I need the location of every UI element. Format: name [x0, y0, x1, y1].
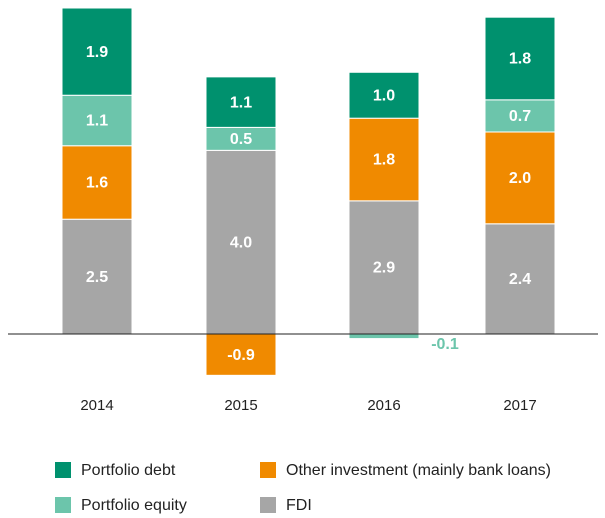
value-label: -0.1: [431, 336, 459, 353]
x-tick-label: 2016: [367, 397, 400, 414]
value-label: 1.8: [373, 152, 395, 169]
value-label: 2.9: [373, 260, 395, 277]
legend-swatch: [55, 462, 71, 478]
legend-swatch: [260, 462, 276, 478]
value-label: 2.0: [509, 170, 531, 187]
bar-segment: [205, 333, 277, 376]
value-label: 0.5: [230, 131, 252, 148]
value-label: 1.8: [509, 51, 531, 68]
legend-swatch: [260, 497, 276, 513]
legend-label: FDI: [286, 497, 312, 514]
x-tick-label: 2017: [503, 397, 536, 414]
bar-segment: [61, 145, 133, 220]
bar-segment: [348, 333, 420, 340]
bar-segment: [348, 117, 420, 202]
value-label: 1.9: [86, 44, 108, 61]
x-tick-label: 2014: [80, 397, 113, 414]
value-label: 0.7: [509, 108, 531, 125]
bar-segment: [348, 200, 420, 335]
value-label: 4.0: [230, 234, 252, 251]
legend-label: Portfolio equity: [81, 497, 187, 514]
bar-segment: [348, 71, 420, 119]
value-label: 2.4: [509, 271, 531, 288]
bar-segment: [205, 149, 277, 335]
legend-label: Portfolio debt: [81, 462, 176, 479]
legend-label: Other investment (mainly bank loans): [286, 462, 551, 479]
bar-segment: [484, 16, 556, 101]
value-label: 1.6: [86, 175, 108, 192]
x-tick-label: 2015: [224, 397, 257, 414]
value-label: 1.0: [373, 87, 395, 104]
bar-segment: [484, 99, 556, 133]
bar-segment: [205, 76, 277, 128]
bar-segment: [61, 7, 133, 96]
bar-segment: [61, 218, 133, 335]
legend-swatch: [55, 497, 71, 513]
value-label: 2.5: [86, 269, 108, 286]
value-label: 1.1: [230, 94, 252, 111]
bar-segment: [484, 131, 556, 225]
value-label: 1.1: [86, 113, 108, 130]
value-label: -0.9: [227, 347, 255, 364]
